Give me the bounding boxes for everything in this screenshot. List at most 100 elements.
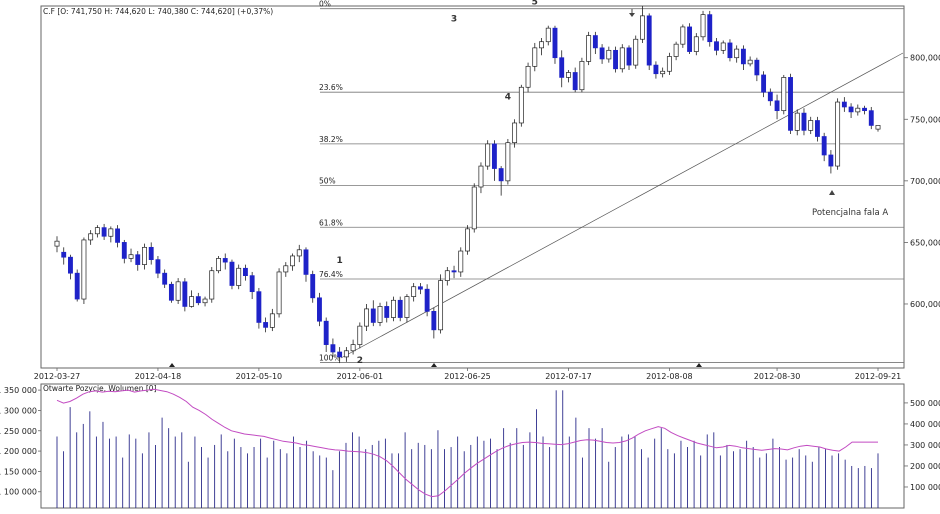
- candle-90: [660, 67, 666, 78]
- candle-89: [653, 61, 659, 79]
- candle-88: [646, 13, 652, 71]
- oi-tick-label-4: 1 300 000: [0, 406, 37, 415]
- candle-117: [841, 97, 847, 112]
- candle-28: [242, 264, 248, 281]
- candle-85: [626, 45, 632, 71]
- candle-body-25: [222, 258, 228, 263]
- candle-body-65: [491, 143, 497, 169]
- candle-21: [195, 292, 201, 306]
- candle-46: [364, 303, 369, 332]
- candle-8: [108, 226, 114, 243]
- candle-body-117: [841, 101, 847, 108]
- candle-14: [148, 242, 154, 265]
- candle-80: [592, 31, 598, 55]
- candle-73: [545, 25, 551, 46]
- candle-45: [357, 322, 363, 349]
- candle-body-81: [599, 47, 605, 60]
- candle-body-36: [296, 249, 302, 257]
- candle-body-97: [707, 14, 713, 43]
- candle-32: [269, 308, 275, 332]
- candle-body-61: [465, 228, 470, 252]
- candle-64: [485, 140, 491, 170]
- candle-4: [81, 237, 87, 304]
- candle-55: [424, 284, 430, 317]
- candle-52: [404, 294, 410, 323]
- candle-35: [290, 253, 295, 271]
- candle-body-5: [88, 233, 94, 241]
- candle-body-29: [249, 275, 255, 293]
- candle-82: [606, 46, 612, 63]
- candle-31: [263, 317, 269, 333]
- price-tick-label-3: 750,000: [910, 115, 940, 124]
- candle-39: [317, 292, 322, 327]
- candle-95: [693, 33, 699, 56]
- candle-body-95: [693, 36, 699, 52]
- candle-body-44: [350, 344, 356, 352]
- candle-3: [74, 269, 80, 302]
- candle-49: [384, 301, 390, 323]
- wave-label-4: 4: [505, 92, 511, 102]
- candle-77: [572, 67, 578, 93]
- open-interest-line: [56, 388, 878, 498]
- oi-tick-label-0: 1 100 000: [0, 488, 37, 497]
- candle-body-94: [687, 26, 693, 52]
- candle-body-18: [175, 281, 181, 301]
- candle-37: [303, 247, 309, 282]
- candle-body-73: [545, 27, 551, 43]
- candle-48: [377, 302, 383, 327]
- candle-122: [875, 125, 881, 132]
- candle-body-104: [754, 59, 760, 76]
- candle-30: [256, 287, 262, 329]
- candle-74: [552, 25, 558, 64]
- oi-tick-label-2: 1 200 000: [0, 447, 37, 456]
- wave-label-3: 3: [451, 15, 457, 25]
- date-tick-label-3: 2012-06-01: [337, 372, 384, 381]
- date-tick-label-7: 2012-08-30: [754, 372, 801, 381]
- price-tick-label-0: 600,000: [910, 300, 940, 309]
- candle-body-68: [512, 122, 518, 144]
- candle-body-84: [619, 47, 625, 70]
- volume-header: Otwarte Pozycje, Wolumen [0]: [43, 384, 157, 393]
- candle-body-87: [640, 15, 645, 40]
- candle-body-112: [808, 120, 814, 131]
- candle-body-79: [586, 35, 592, 62]
- candle-40: [323, 317, 329, 352]
- candle-15: [155, 255, 161, 279]
- candle-23: [209, 267, 215, 303]
- candle-78: [579, 57, 585, 93]
- candle-body-92: [673, 43, 679, 57]
- candle-body-40: [323, 320, 329, 345]
- candle-body-116: [835, 101, 841, 167]
- date-tick-label-1: 2012-04-18: [135, 372, 182, 381]
- candle-body-52: [404, 296, 410, 318]
- date-marker-0: [169, 363, 175, 367]
- candle-body-20: [189, 296, 195, 307]
- candle-63: [478, 162, 484, 194]
- candle-body-110: [794, 112, 800, 131]
- candle-body-47: [370, 308, 376, 323]
- candle-6: [94, 225, 100, 238]
- candle-body-34: [283, 265, 289, 273]
- candle-96: [700, 10, 706, 41]
- candle-body-55: [424, 288, 430, 312]
- candle-body-78: [579, 61, 585, 91]
- wave-labels: 1 2 3 4 5: [337, 0, 538, 366]
- date-tick-label-8: 2012-09-21: [855, 372, 902, 381]
- candle-body-0: [54, 240, 60, 247]
- candle-body-108: [781, 77, 787, 112]
- candle-101: [734, 45, 740, 63]
- candle-body-82: [606, 49, 612, 60]
- wave-a-marker: [829, 190, 835, 195]
- candle-81: [599, 44, 605, 64]
- candle-body-114: [821, 136, 827, 156]
- candle-body-42: [337, 351, 343, 358]
- candle-body-64: [485, 143, 491, 167]
- candle-104: [754, 57, 760, 82]
- date-axis: 2012-03-27 2012-04-18 2012-05-10 2012-06-01…: [34, 363, 902, 381]
- candle-66: [498, 166, 504, 196]
- candle-body-1: [61, 251, 67, 258]
- candle-body-75: [559, 57, 565, 78]
- candle-60: [458, 247, 464, 277]
- candle-79: [586, 31, 592, 66]
- candle-20: [189, 290, 195, 308]
